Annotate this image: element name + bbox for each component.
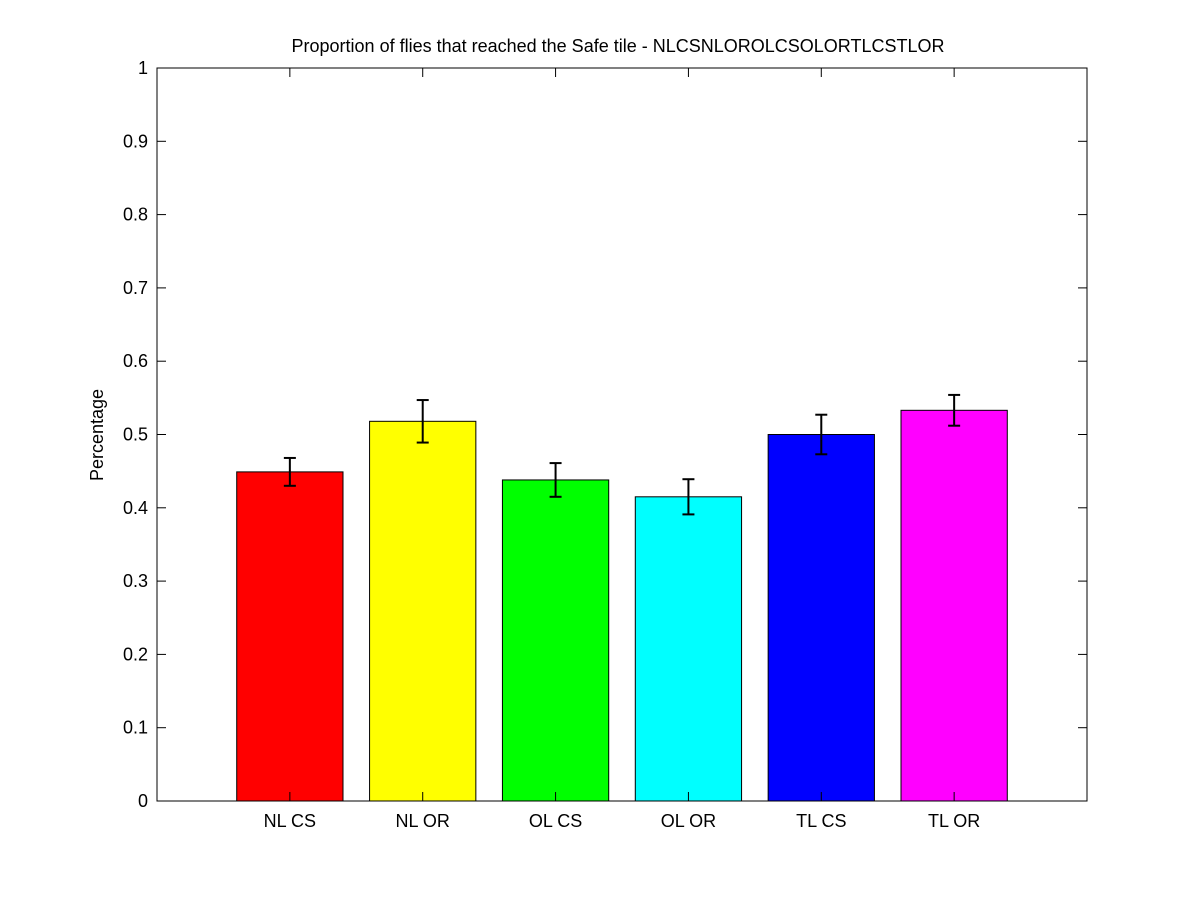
error-bar-ol-or (682, 478, 695, 516)
plot-area: 0 0.1 0.2 0.3 0.4 0.5 0.6 0.7 0.8 0.9 1 NL CS NL OR O… (123, 58, 1088, 831)
chart-title: Proportion of flies that reached the Saf… (292, 36, 945, 56)
bar-ol-cs (501, 479, 610, 802)
y-tick-label: 0.1 (123, 718, 148, 738)
x-tick-label: OL CS (529, 811, 582, 831)
y-tick-label: 0.5 (123, 425, 148, 445)
bar-nl-cs (236, 471, 344, 802)
x-tick-label: TL CS (796, 811, 846, 831)
error-bar-tl-or (948, 393, 961, 427)
x-tick-label: OL OR (661, 811, 716, 831)
y-tick-label: 0.2 (123, 644, 148, 664)
bar-tl-or (900, 409, 1008, 802)
y-axis-label: Percentage (87, 389, 107, 481)
error-bar-ol-cs (549, 462, 562, 498)
bar-nl-or (369, 420, 477, 802)
y-tick-label: 0.3 (123, 571, 148, 591)
error-bar-tl-cs (815, 413, 828, 456)
bar-tl-cs (767, 434, 875, 802)
bar-ol-or (634, 496, 743, 802)
x-tick-label: NL OR (396, 811, 450, 831)
y-tick-label: 0.6 (123, 351, 148, 371)
y-tick-label: 0.4 (123, 498, 148, 518)
x-tick-label: TL OR (928, 811, 980, 831)
y-tick-label: 0 (138, 791, 148, 811)
error-bar-nl-cs (283, 456, 296, 487)
error-bar-nl-or (416, 399, 429, 444)
y-tick-label: 1 (138, 58, 148, 78)
y-tick-label: 0.9 (123, 131, 148, 151)
x-tick-label: NL CS (264, 811, 316, 831)
y-tick-label: 0.7 (123, 278, 148, 298)
y-tick-label: 0.8 (123, 205, 148, 225)
